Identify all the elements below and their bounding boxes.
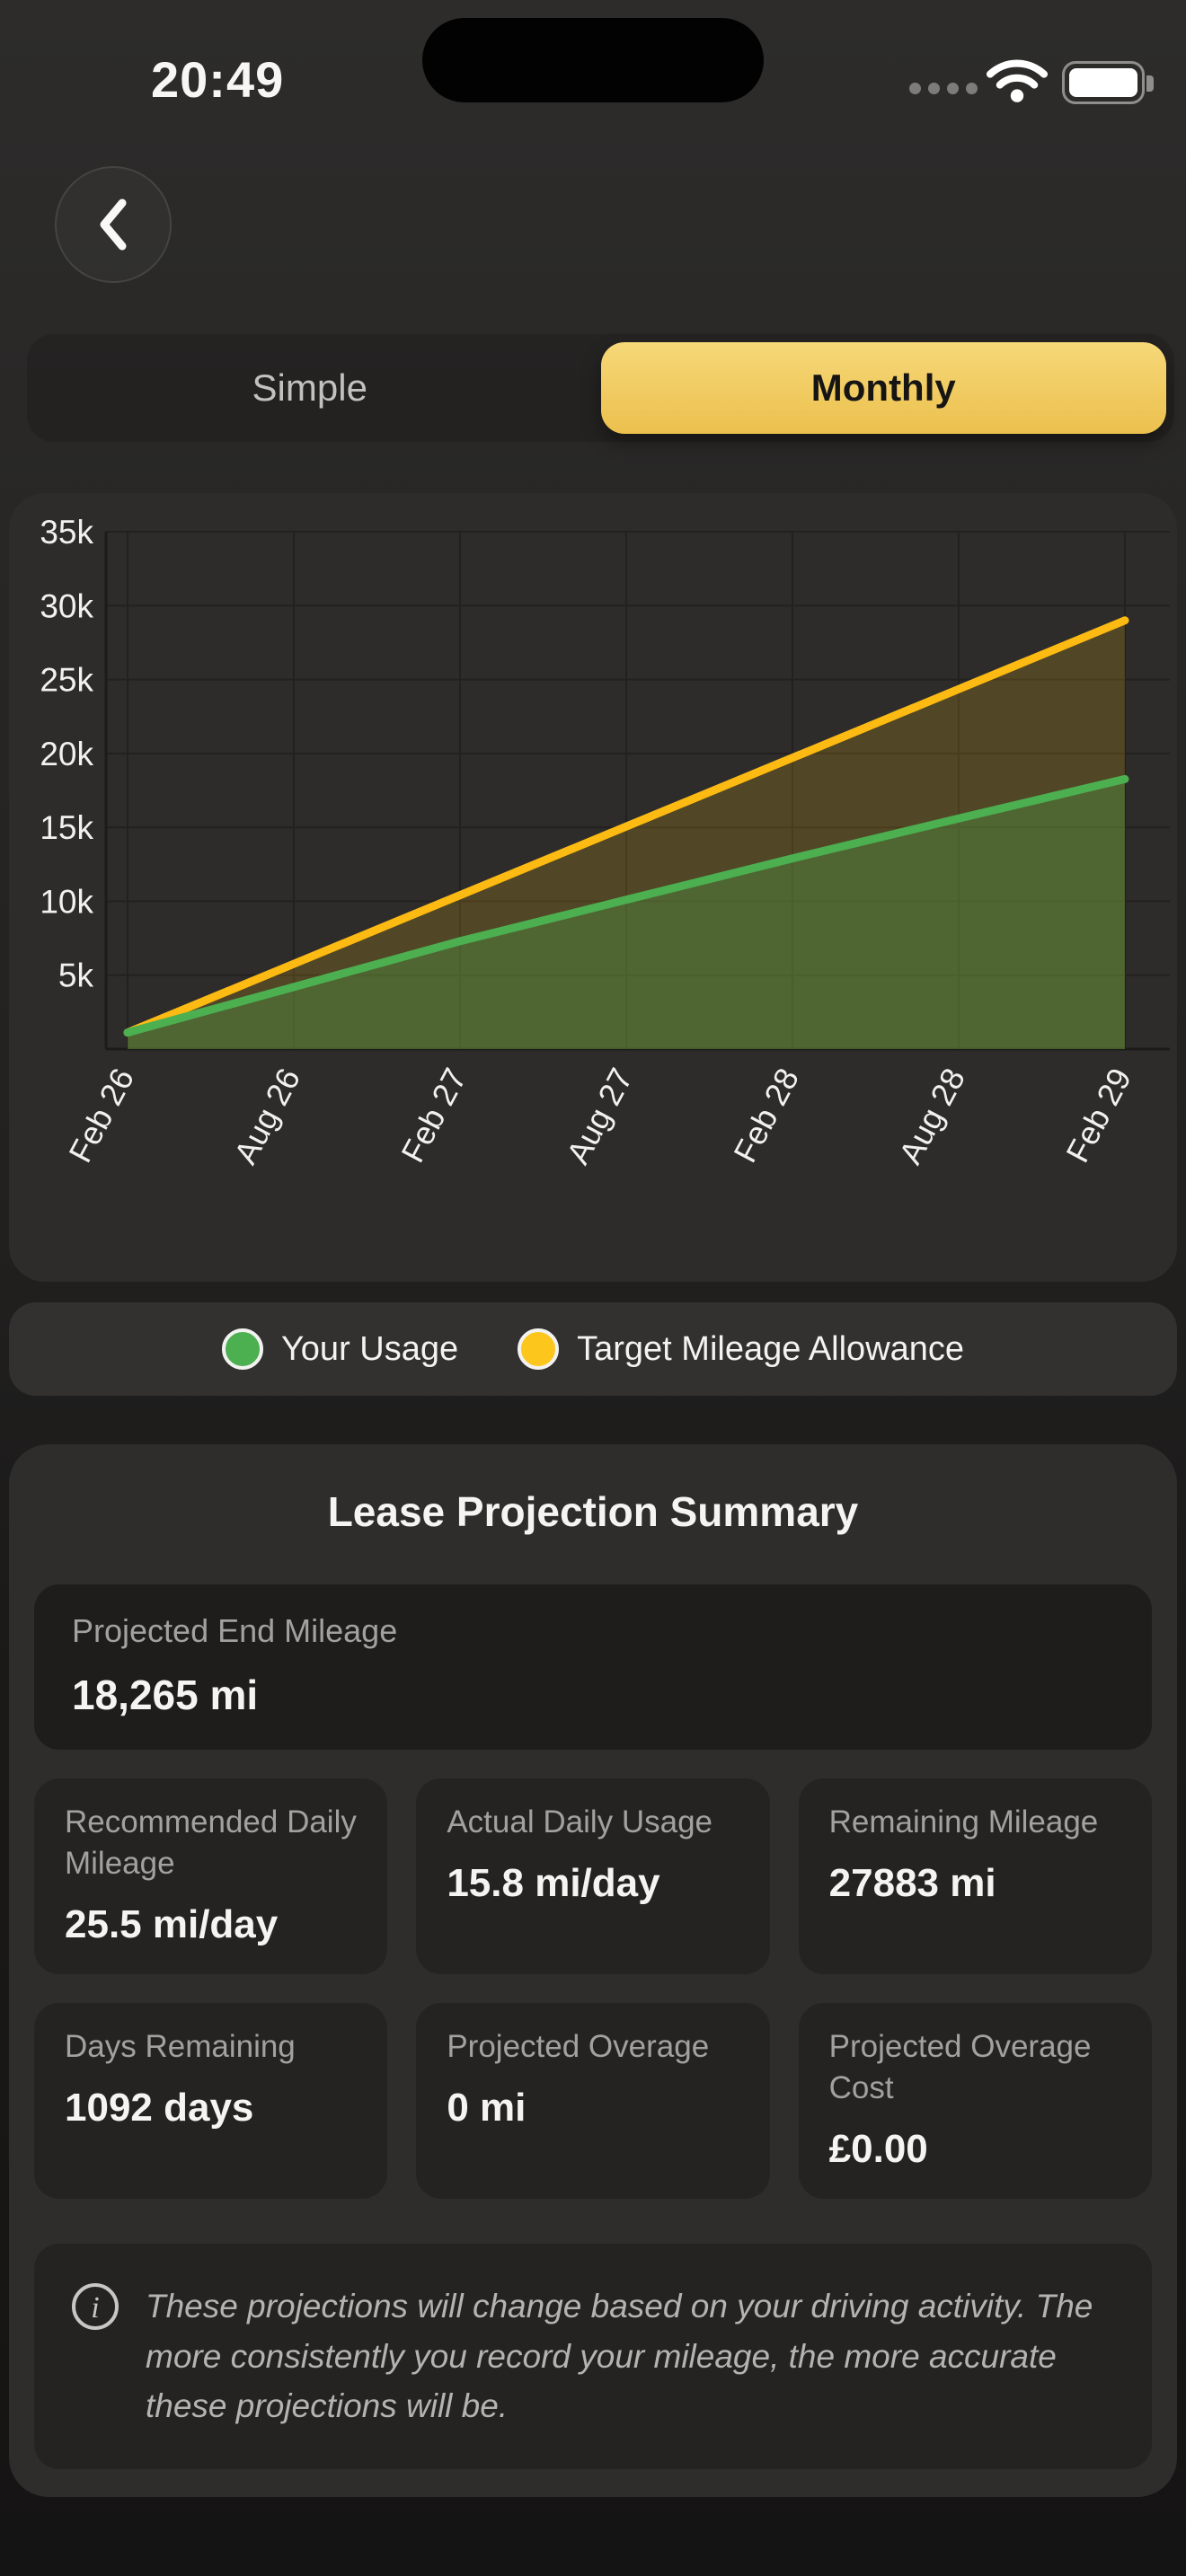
- stats-row: Days Remaining 1092 days Projected Overa…: [34, 2002, 1152, 2200]
- stat-value: 0 mi: [447, 2086, 527, 2130]
- y-tick-label: 15k: [40, 809, 93, 846]
- x-tick-label: Feb 29: [1058, 1063, 1138, 1169]
- view-toggle: Simple Monthly: [27, 334, 1174, 442]
- stat-label: Remaining Mileage: [828, 1804, 1099, 1839]
- x-tick-label: Feb 27: [394, 1063, 474, 1169]
- toggle-option-simple[interactable]: Simple: [252, 366, 367, 409]
- stat-value: 18,265 mi: [72, 1671, 259, 1718]
- legend-item-usage: Your Usage: [221, 1328, 459, 1370]
- y-tick-label: 25k: [40, 662, 93, 699]
- stat-label: Days Remaining: [65, 2028, 296, 2064]
- stats-row: Recommended Daily Mileage 25.5 mi/day Ac…: [34, 1778, 1152, 1974]
- summary-title: Lease Projection Summary: [327, 1488, 859, 1535]
- clock-time: 20:49: [151, 51, 285, 108]
- mileage-chart: 5k 10k 15k 20k 25k 30k 35k Feb 26 Aug 26 Feb 27 Au…: [40, 514, 1170, 1170]
- stat-card-days-remaining: Days Remaining 1092 days: [34, 2002, 388, 2200]
- y-tick-label: 5k: [58, 957, 94, 994]
- stat-card-recommended-daily: Recommended Daily Mileage 25.5 mi/day: [34, 1778, 388, 1974]
- back-button[interactable]: [55, 166, 172, 283]
- stat-label: Projected Overage Cost: [828, 2028, 1092, 2106]
- battery-icon: [1062, 61, 1154, 104]
- wifi-icon: [986, 59, 1049, 102]
- projected-end-mileage-card: Projected End Mileage 18,265 mi: [34, 1584, 1152, 1750]
- note-text: These projections will change based on y…: [146, 2288, 1093, 2425]
- x-tick-label: Aug 27: [559, 1063, 640, 1170]
- y-tick-label: 30k: [40, 587, 93, 624]
- x-tick-label: Aug 26: [226, 1063, 307, 1170]
- info-note: i These projections will change based on…: [34, 2244, 1152, 2469]
- stat-card-overage-cost: Projected Overage Cost £0.00: [798, 2002, 1152, 2200]
- info-icon: i: [72, 2283, 119, 2331]
- stat-card-projected-overage: Projected Overage 0 mi: [416, 2002, 770, 2200]
- toggle-option-monthly[interactable]: Monthly: [600, 342, 1166, 434]
- stat-value: 1092 days: [65, 2086, 254, 2130]
- chart-card: 5k 10k 15k 20k 25k 30k 35k Feb 26 Aug 26 Feb 27 Au…: [9, 493, 1177, 1282]
- stat-value: 25.5 mi/day: [65, 1901, 279, 1946]
- cellular-dots-icon: [909, 83, 978, 94]
- stat-label: Actual Daily Usage: [447, 1804, 713, 1839]
- legend-item-allowance: Target Mileage Allowance: [518, 1328, 964, 1370]
- x-tick-label: Feb 28: [726, 1063, 806, 1169]
- stat-value: £0.00: [828, 2127, 928, 2172]
- stat-label: Projected End Mileage: [72, 1612, 398, 1649]
- stat-card-actual-daily: Actual Daily Usage 15.8 mi/day: [416, 1778, 770, 1974]
- dynamic-island: [422, 18, 764, 102]
- legend-label: Your Usage: [280, 1329, 459, 1368]
- y-tick-label: 35k: [40, 514, 93, 551]
- y-tick-label: 20k: [40, 736, 93, 772]
- lease-summary-card: Lease Projection Summary Projected End M…: [9, 1444, 1177, 2497]
- chevron-left-icon: [100, 198, 127, 251]
- stat-value: 15.8 mi/day: [447, 1860, 660, 1905]
- x-tick-label: Aug 28: [891, 1063, 972, 1170]
- svg-text:i: i: [91, 2291, 99, 2325]
- chart-legend: Your Usage Target Mileage Allowance: [9, 1302, 1177, 1396]
- legend-label: Target Mileage Allowance: [577, 1329, 965, 1368]
- allowance-dot-icon: [518, 1328, 560, 1370]
- usage-dot-icon: [221, 1328, 263, 1370]
- stat-label: Recommended Daily Mileage: [65, 1804, 357, 1881]
- stat-label: Projected Overage: [447, 2028, 710, 2064]
- x-tick-label: Feb 26: [61, 1063, 141, 1169]
- stat-card-remaining-mileage: Remaining Mileage 27883 mi: [798, 1778, 1152, 1974]
- stat-value: 27883 mi: [828, 1860, 996, 1905]
- y-tick-label: 10k: [40, 883, 93, 920]
